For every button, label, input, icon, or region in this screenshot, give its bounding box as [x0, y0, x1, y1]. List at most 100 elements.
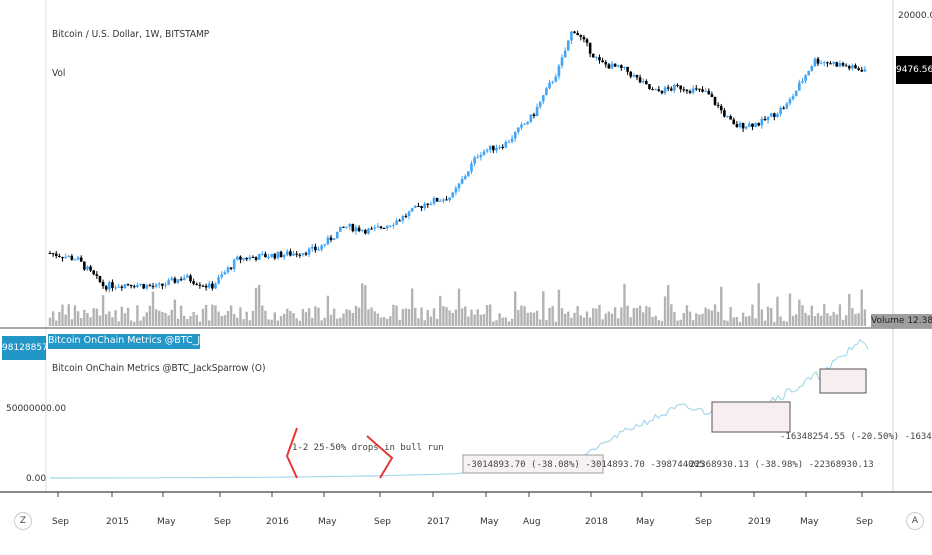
candle-body [448, 197, 451, 201]
volume-bar [510, 318, 514, 326]
time-label: 2017 [427, 517, 450, 527]
time-label: May [480, 517, 499, 527]
candle-body [791, 96, 795, 100]
candle-body [663, 87, 667, 94]
volume-bar [851, 308, 854, 326]
candle-body [660, 90, 664, 94]
candle-body [76, 257, 80, 260]
candle-body [451, 192, 455, 198]
volume-bar [282, 313, 286, 326]
volume-bar [73, 305, 77, 326]
volume-bar [532, 312, 536, 326]
volume-bar [120, 306, 124, 326]
indicator-title-highlight[interactable]: Bitcoin OnChain Metrics @BTC_JackSparrow… [48, 334, 200, 349]
volume-bar [148, 305, 152, 326]
volume-bar [535, 310, 539, 326]
volume-bar [392, 304, 395, 326]
candle-body [554, 76, 558, 82]
volume-bar [351, 312, 355, 326]
volume-bar [429, 316, 433, 326]
volume-bar [460, 308, 464, 326]
volume-bar [638, 305, 642, 326]
volume-bar [245, 311, 248, 326]
candle-body [835, 62, 839, 67]
candle-body [863, 69, 867, 72]
candle-body [691, 88, 695, 93]
volume-bar [670, 304, 673, 326]
volume-bar [223, 314, 227, 326]
volume-bar [117, 321, 120, 326]
volume-bar [804, 312, 807, 326]
volume-bar [214, 305, 217, 326]
candle-body [748, 123, 751, 127]
volume-bar [114, 310, 117, 326]
volume-bar [829, 315, 832, 326]
candle-body [829, 63, 832, 65]
candle-body [170, 278, 174, 281]
candle-body [239, 256, 242, 260]
candle-body [186, 275, 189, 278]
candle-body [694, 88, 698, 90]
candle-body [61, 256, 64, 259]
volume-bar [648, 307, 651, 326]
candle-body [632, 75, 636, 77]
volume-bar [173, 299, 177, 326]
volume-bar [473, 314, 476, 326]
volume-bar [579, 315, 582, 326]
candle-body [161, 283, 164, 286]
volume-bar [217, 311, 220, 326]
volume-bar [229, 305, 233, 326]
candle-body [326, 237, 330, 245]
auto-scale-button[interactable]: A [906, 512, 924, 530]
volume-bar [592, 308, 595, 326]
volume-bar [342, 313, 345, 326]
candle-body [794, 90, 798, 97]
time-label: May [157, 517, 176, 527]
candle-body [460, 178, 464, 184]
candle-body [476, 157, 480, 159]
bracket-right [366, 435, 394, 479]
candle-body [741, 122, 745, 129]
candle-body [726, 116, 729, 118]
candle-body [713, 96, 717, 105]
volume-bar [270, 319, 273, 326]
volume-bar [691, 320, 695, 326]
volume-bar [570, 317, 573, 326]
candle-body [766, 116, 770, 121]
time-label: 2016 [266, 517, 289, 527]
candle-body [844, 65, 848, 67]
candle-body [264, 253, 267, 258]
candle-body [479, 154, 483, 158]
zoom-button[interactable]: Z [14, 512, 32, 530]
volume-bar [726, 320, 729, 326]
candle-body [136, 284, 139, 288]
candle-body [157, 283, 161, 285]
candle-body [838, 63, 842, 67]
volume-bar [489, 304, 492, 326]
volume-label: Vol [52, 68, 65, 79]
candle-body [710, 94, 714, 97]
candle-body [560, 57, 564, 66]
candle-body [701, 89, 704, 92]
volume-bar [273, 312, 276, 326]
volume-bar [48, 317, 52, 326]
candle-body [651, 89, 654, 91]
candle-body [513, 132, 517, 139]
candle-body [641, 80, 645, 83]
volume-bar [685, 305, 689, 326]
volume-bar [179, 305, 183, 326]
volume-bar [607, 311, 611, 326]
candle-body [413, 205, 417, 208]
volume-bar [129, 320, 133, 326]
candle-body [545, 88, 548, 96]
volume-bar [770, 307, 773, 326]
candle-body [267, 257, 270, 259]
volume-bar [613, 307, 617, 326]
candle-body [492, 145, 495, 151]
volume-bar [548, 307, 551, 326]
volume-bar [292, 313, 295, 326]
volume-bar [751, 304, 754, 326]
candle-body [182, 277, 186, 281]
